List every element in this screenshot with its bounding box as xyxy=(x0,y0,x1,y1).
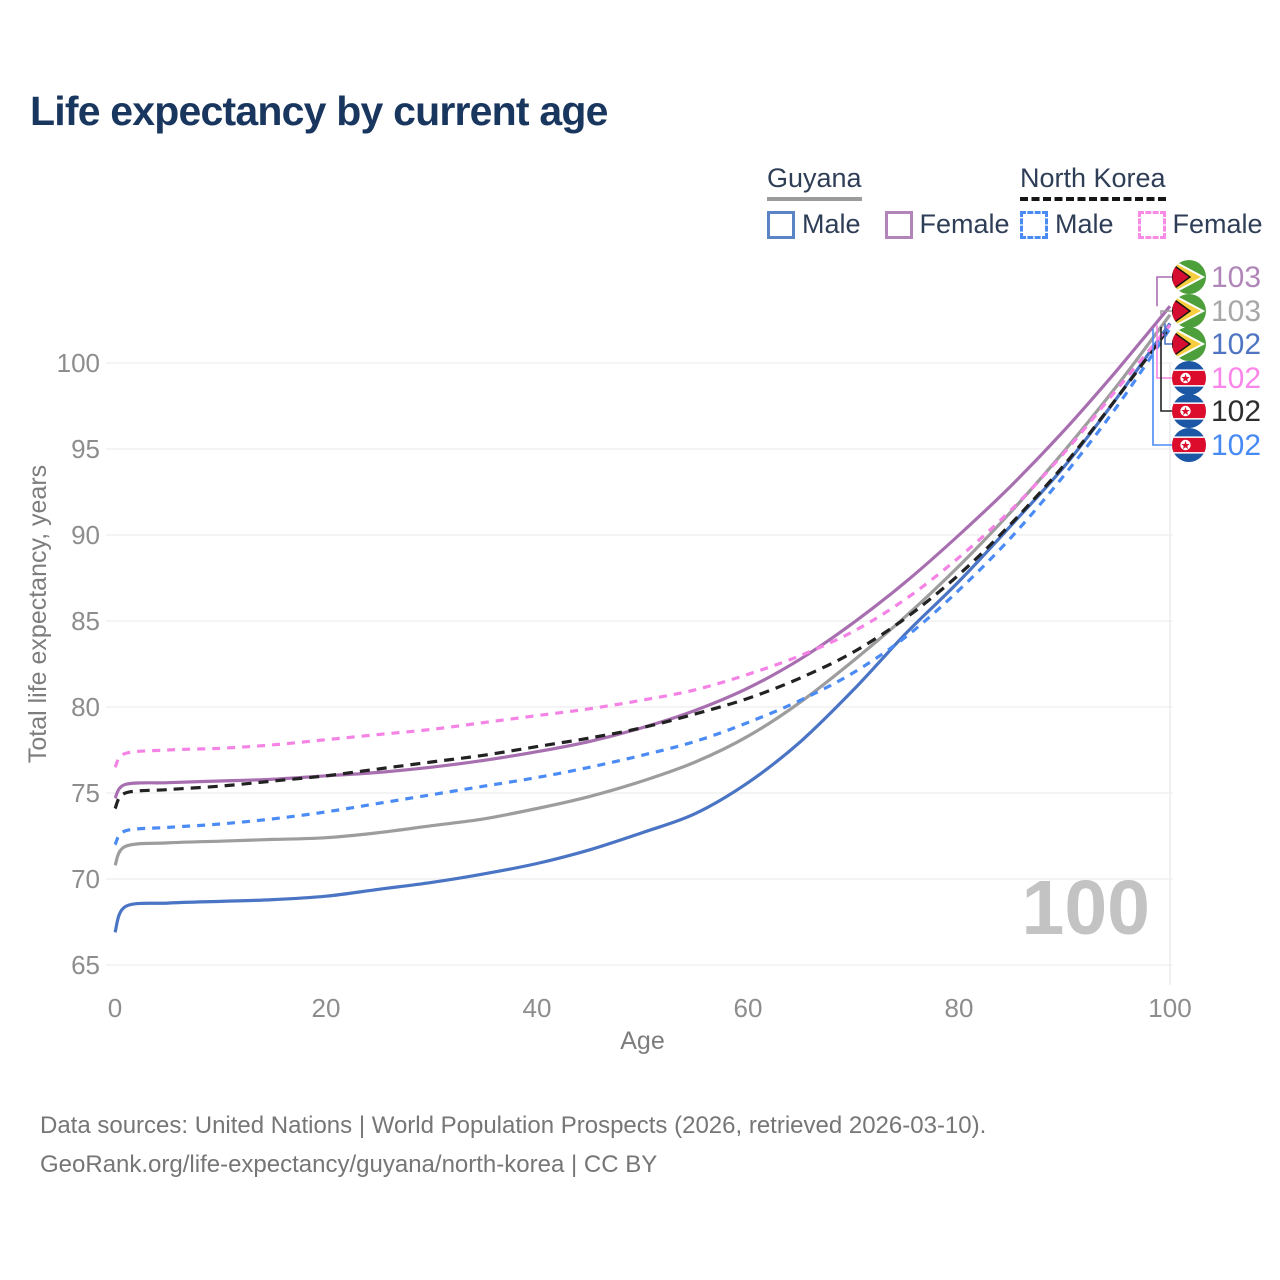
callout-leader-line xyxy=(1156,325,1172,379)
y-axis-title: Total life expectancy, years xyxy=(24,465,52,763)
legend-item-guyana-female[interactable]: Female xyxy=(884,209,1010,240)
legend-item-north-korea-male[interactable]: Male xyxy=(1020,209,1114,240)
x-tick-label: 0 xyxy=(108,993,122,1023)
callout-leader-line xyxy=(1152,328,1172,446)
series-line-guyana-male[interactable] xyxy=(113,322,1172,933)
north-korea-male-swatch-icon xyxy=(1020,210,1048,239)
legend-item-north-korea-female[interactable]: Female xyxy=(1137,209,1263,240)
end-value-label: 103 xyxy=(1211,261,1261,294)
x-tick-label: 40 xyxy=(523,993,552,1023)
series-line-guyana-female[interactable] xyxy=(113,305,1172,800)
legend-country-guyana: Guyana xyxy=(767,163,862,201)
x-tick-label: 100 xyxy=(1148,993,1191,1023)
data-sources-line: Data sources: United Nations | World Pop… xyxy=(40,1112,987,1139)
end-value-label: 102 xyxy=(1211,328,1261,361)
end-value-label: 102 xyxy=(1211,429,1261,462)
series-line-nk-female[interactable] xyxy=(113,324,1172,769)
y-tick-label: 90 xyxy=(71,520,100,550)
y-tick-label: 80 xyxy=(71,692,100,722)
legend-group-north-korea: North Korea Male Female xyxy=(1020,163,1280,240)
x-tick-label: 60 xyxy=(734,993,763,1023)
y-tick-label: 65 xyxy=(71,950,100,980)
x-tick-label: 80 xyxy=(945,993,974,1023)
guyana-flag-icon xyxy=(1172,294,1206,328)
y-tick-label: 85 xyxy=(71,606,100,636)
y-tick-label: 100 xyxy=(57,348,100,378)
y-tick-label: 75 xyxy=(71,778,100,808)
end-value-label: 102 xyxy=(1211,362,1261,395)
north-korea-female-swatch-icon xyxy=(1137,210,1166,239)
end-value-label: 103 xyxy=(1211,295,1261,328)
legend-label: Male xyxy=(802,209,861,239)
north-korea-flag-icon xyxy=(1172,394,1206,428)
legend-group-guyana: Guyana Male Female xyxy=(767,163,1034,240)
end-value-label: 102 xyxy=(1211,395,1261,428)
y-tick-label: 70 xyxy=(71,864,100,894)
attribution-line: GeoRank.org/life-expectancy/guyana/north… xyxy=(40,1151,658,1178)
chart-footer: Data sources: United Nations | World Pop… xyxy=(40,1106,986,1184)
page-title: Life expectancy by current age xyxy=(30,88,608,134)
legend-label: Male xyxy=(1055,209,1114,239)
callout-leader-line xyxy=(1160,326,1172,412)
guyana-flag-icon xyxy=(1172,260,1206,294)
y-tick-label: 95 xyxy=(71,434,100,464)
legend-country-north-korea: North Korea xyxy=(1020,163,1166,201)
series-line-nk-male[interactable] xyxy=(113,327,1172,846)
legend-item-guyana-male[interactable]: Male xyxy=(767,209,861,240)
guyana-male-swatch-icon xyxy=(767,210,795,239)
hovered-age-watermark: 100 xyxy=(1021,865,1150,951)
x-tick-label: 20 xyxy=(312,993,341,1023)
guyana-flag-icon xyxy=(1172,327,1206,361)
north-korea-flag-icon xyxy=(1172,428,1206,462)
legend-label: Female xyxy=(919,209,1010,239)
series-line-guyana-both[interactable] xyxy=(113,313,1172,867)
series-line-nk-both[interactable] xyxy=(113,325,1172,810)
callout-leader-line xyxy=(1156,276,1172,307)
legend-label: Female xyxy=(1172,209,1263,239)
x-axis-title: Age xyxy=(620,1027,664,1055)
callout-leader-line xyxy=(1164,323,1172,345)
callout-leader-line xyxy=(1160,310,1172,315)
guyana-female-swatch-icon xyxy=(884,210,913,239)
north-korea-flag-icon xyxy=(1172,361,1206,395)
